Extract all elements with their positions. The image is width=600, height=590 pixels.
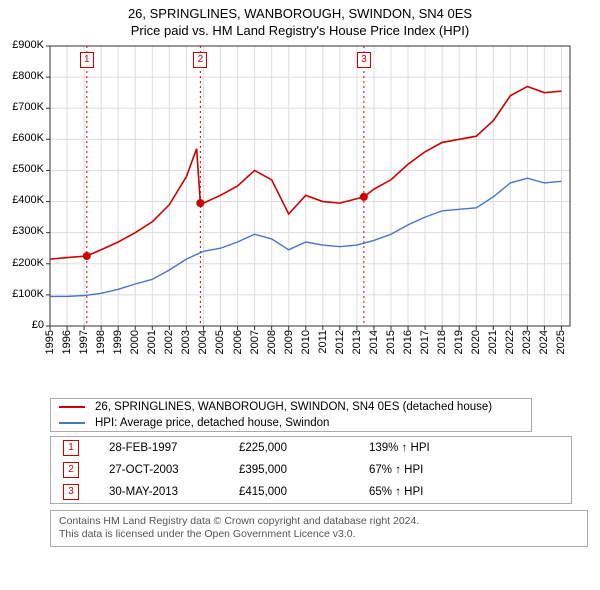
legend-row: HPI: Average price, detached house, Swin… bbox=[51, 415, 531, 431]
y-axis-labels: £0£100K£200K£300K£400K£500K£600K£700K£80… bbox=[6, 46, 46, 326]
x-tick-label: 2001 bbox=[146, 330, 158, 354]
x-tick-label: 1996 bbox=[61, 330, 73, 354]
footer-attribution: Contains HM Land Registry data © Crown c… bbox=[50, 510, 588, 547]
x-tick-label: 1995 bbox=[44, 330, 56, 354]
legend-swatch bbox=[59, 406, 85, 408]
legend-swatch bbox=[59, 422, 85, 424]
x-tick-label: 1999 bbox=[112, 330, 124, 354]
sale-hpi: 65% ↑ HPI bbox=[369, 486, 499, 498]
footer-line2: This data is licensed under the Open Gov… bbox=[59, 528, 579, 542]
x-tick-label: 2009 bbox=[283, 330, 295, 354]
legend: 26, SPRINGLINES, WANBOROUGH, SWINDON, SN… bbox=[50, 398, 532, 432]
y-tick-label: £900K bbox=[4, 39, 44, 51]
x-tick-label: 2018 bbox=[436, 330, 448, 354]
legend-row: 26, SPRINGLINES, WANBOROUGH, SWINDON, SN… bbox=[51, 399, 531, 415]
x-tick-label: 2004 bbox=[197, 330, 209, 354]
sale-date: 28-FEB-1997 bbox=[109, 442, 239, 454]
title-line2: Price paid vs. HM Land Registry's House … bbox=[10, 23, 590, 40]
sales-table: 1 28-FEB-1997£225,000139% ↑ HPI 2 27-OCT-20… bbox=[50, 436, 572, 504]
x-tick-label: 2005 bbox=[214, 330, 226, 354]
y-tick-label: £0 bbox=[4, 319, 44, 331]
sale-row: 1 28-FEB-1997£225,000139% ↑ HPI bbox=[51, 437, 571, 459]
x-tick-label: 2011 bbox=[317, 330, 329, 354]
sale-hpi: 67% ↑ HPI bbox=[369, 464, 499, 476]
x-tick-label: 2006 bbox=[232, 330, 244, 354]
sale-index: 3 bbox=[63, 484, 79, 500]
y-tick-label: £400K bbox=[4, 194, 44, 206]
x-tick-label: 1997 bbox=[78, 330, 90, 354]
sale-marker-2: 2 bbox=[193, 52, 207, 68]
x-tick-label: 2012 bbox=[334, 330, 346, 354]
x-tick-label: 2019 bbox=[453, 330, 465, 354]
x-tick-label: 2025 bbox=[555, 330, 567, 354]
legend-label: 26, SPRINGLINES, WANBOROUGH, SWINDON, SN… bbox=[95, 401, 492, 413]
sale-price: £415,000 bbox=[239, 486, 369, 498]
footer-line1: Contains HM Land Registry data © Crown c… bbox=[59, 515, 579, 529]
x-tick-label: 2020 bbox=[470, 330, 482, 354]
x-tick-label: 2021 bbox=[487, 330, 499, 354]
x-tick-label: 2000 bbox=[129, 330, 141, 354]
sale-row: 2 27-OCT-2003£395,00067% ↑ HPI bbox=[51, 459, 571, 481]
y-tick-label: £100K bbox=[4, 288, 44, 300]
y-tick-label: £600K bbox=[4, 132, 44, 144]
y-tick-label: £500K bbox=[4, 163, 44, 175]
x-tick-label: 2002 bbox=[163, 330, 175, 354]
x-tick-label: 2010 bbox=[300, 330, 312, 354]
page-title: 26, SPRINGLINES, WANBOROUGH, SWINDON, SN… bbox=[10, 6, 590, 40]
y-tick-label: £700K bbox=[4, 101, 44, 113]
sale-date: 30-MAY-2013 bbox=[109, 486, 239, 498]
legend-label: HPI: Average price, detached house, Swin… bbox=[95, 417, 329, 429]
x-tick-label: 2024 bbox=[538, 330, 550, 354]
sale-price: £225,000 bbox=[239, 442, 369, 454]
x-tick-label: 2013 bbox=[351, 330, 363, 354]
y-tick-label: £800K bbox=[4, 70, 44, 82]
sale-marker-1: 1 bbox=[80, 52, 94, 68]
x-tick-label: 2007 bbox=[249, 330, 261, 354]
x-tick-label: 1998 bbox=[95, 330, 107, 354]
x-tick-label: 2023 bbox=[521, 330, 533, 354]
y-tick-label: £200K bbox=[4, 257, 44, 269]
price-chart: £0£100K£200K£300K£400K£500K£600K£700K£80… bbox=[50, 46, 570, 346]
sale-row: 3 30-MAY-2013£415,00065% ↑ HPI bbox=[51, 481, 571, 503]
x-tick-label: 2022 bbox=[504, 330, 516, 354]
x-axis-labels: 1995199619971998199920002001200220032004… bbox=[50, 330, 570, 370]
sale-hpi: 139% ↑ HPI bbox=[369, 442, 499, 454]
sale-index: 1 bbox=[63, 440, 79, 456]
sale-marker-3: 3 bbox=[357, 52, 371, 68]
x-tick-label: 2003 bbox=[180, 330, 192, 354]
x-tick-label: 2014 bbox=[368, 330, 380, 354]
title-line1: 26, SPRINGLINES, WANBOROUGH, SWINDON, SN… bbox=[10, 6, 590, 23]
x-tick-label: 2015 bbox=[385, 330, 397, 354]
sale-index: 2 bbox=[63, 462, 79, 478]
y-tick-label: £300K bbox=[4, 225, 44, 237]
sale-date: 27-OCT-2003 bbox=[109, 464, 239, 476]
sale-price: £395,000 bbox=[239, 464, 369, 476]
x-tick-label: 2016 bbox=[402, 330, 414, 354]
x-tick-label: 2008 bbox=[266, 330, 278, 354]
x-tick-label: 2017 bbox=[419, 330, 431, 354]
